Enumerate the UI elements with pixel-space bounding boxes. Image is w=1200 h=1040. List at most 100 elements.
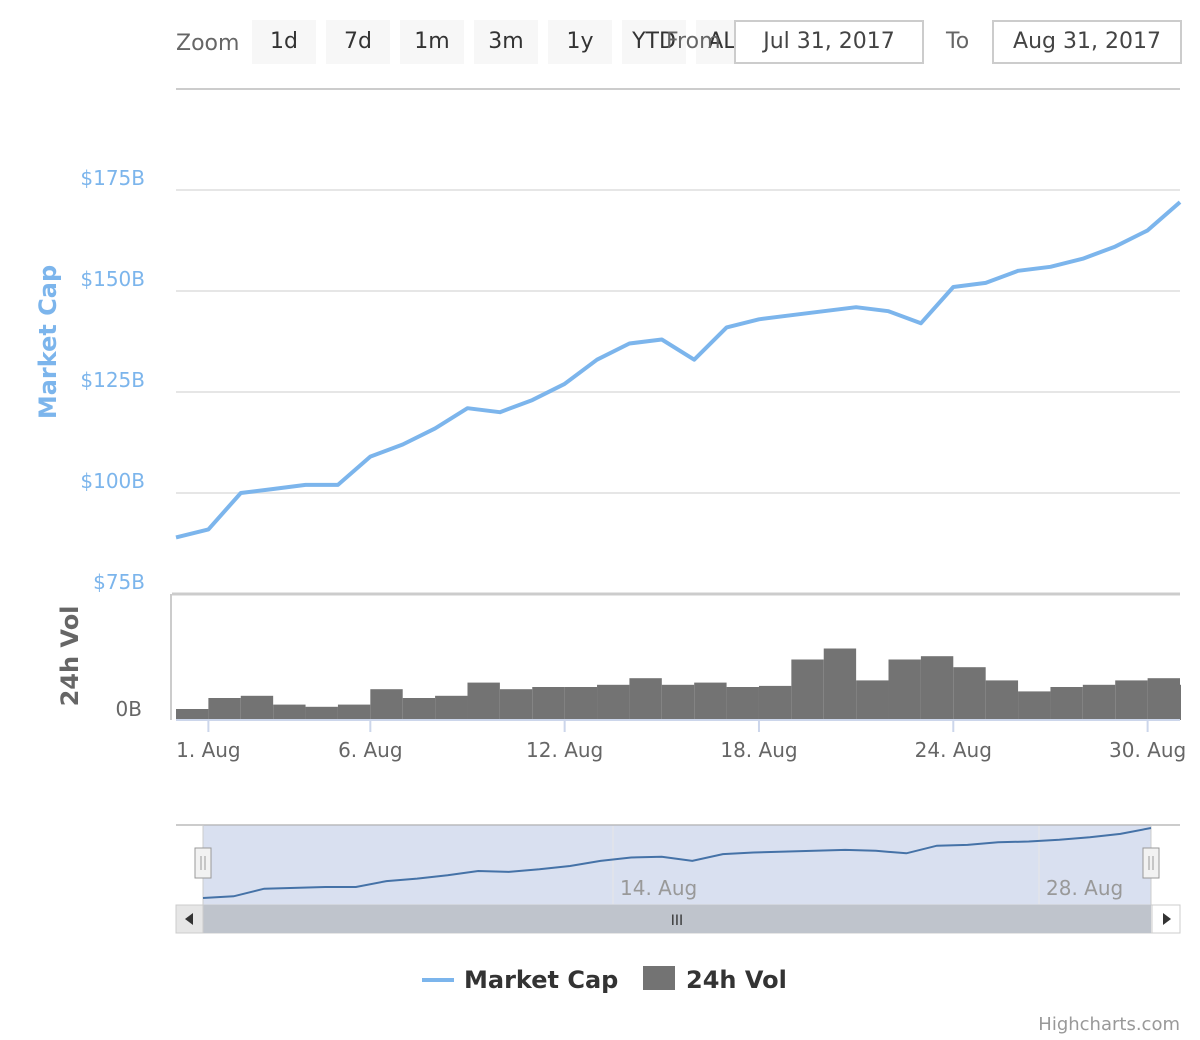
- zoom-button-bg: [474, 20, 538, 64]
- zoom-button-label: 3m: [488, 29, 523, 54]
- y-tick-label: $175B: [80, 166, 145, 190]
- volume-bar: [694, 682, 727, 720]
- zoom-button-bg: [252, 20, 316, 64]
- volume-y-tick: 0B: [116, 697, 142, 721]
- volume-bar: [920, 656, 954, 720]
- zoom-button-label: 7d: [344, 29, 372, 54]
- zoom-button-1d[interactable]: 1d: [252, 20, 316, 64]
- zoom-button-1y[interactable]: 1y: [548, 20, 612, 64]
- zoom-button-label: 1m: [414, 29, 449, 54]
- x-tick-label: 12. Aug: [526, 738, 603, 762]
- navigator-right-handle[interactable]: [1142, 847, 1160, 879]
- volume-bar: [564, 687, 598, 720]
- navigator-left-handle[interactable]: [194, 847, 212, 879]
- volume-bar: [726, 687, 759, 720]
- range-selector: Zoom 1d 7d 1m 3m 1y YTD ALL From: [176, 20, 1182, 64]
- zoom-button-7d[interactable]: 7d: [326, 20, 390, 64]
- to-date-value: Aug 31, 2017: [1013, 29, 1161, 54]
- zoom-button-label: 1y: [566, 29, 593, 54]
- x-tick-label: 1. Aug: [176, 738, 241, 762]
- to-label: To: [945, 29, 969, 54]
- y-tick-label: $100B: [80, 469, 145, 493]
- zoom-button-3m[interactable]: 3m: [474, 20, 538, 64]
- volume-bar: [208, 698, 241, 720]
- legend-item-volume[interactable]: 24h Vol: [643, 966, 787, 994]
- volume-bar: [888, 659, 921, 720]
- scrollbar-left-button[interactable]: [175, 904, 204, 934]
- credits-link[interactable]: Highcharts.com: [1038, 1014, 1180, 1035]
- navigator-handle-box: [194, 847, 212, 879]
- volume-bar: [467, 682, 500, 720]
- volume-bar: [370, 689, 403, 720]
- market-cap-gridlines: [176, 189, 1180, 494]
- volume-bar: [1050, 687, 1083, 720]
- zoom-button-1m[interactable]: 1m: [400, 20, 464, 64]
- navigator-tick-label: 28. Aug: [1046, 876, 1123, 900]
- volume-series: [176, 648, 1181, 720]
- y-tick-label: $150B: [80, 267, 145, 291]
- zoom-button-label: YTD: [631, 29, 676, 54]
- x-axis: 1. Aug 6. Aug 12. Aug 18. Aug 24. Aug 30. Aug: [176, 720, 1186, 762]
- arrow-left-icon: [185, 913, 193, 925]
- volume-bar: [273, 704, 306, 720]
- volume-bar: [1115, 680, 1148, 720]
- volume-bar: [499, 689, 533, 720]
- zoom-button-bg: [622, 20, 686, 64]
- zoom-button-ytd[interactable]: YTD: [622, 20, 686, 64]
- y-tick-label: $75B: [93, 570, 145, 594]
- market-cap-axis-title: Market Cap: [34, 265, 62, 419]
- volume-bar: [337, 704, 371, 720]
- zoom-button-bg: [548, 20, 612, 64]
- zoom-button-bg: [326, 20, 390, 64]
- zoom-button-label: 1d: [270, 29, 298, 54]
- scrollbar-right-button[interactable]: [1151, 904, 1181, 934]
- volume-bar: [629, 678, 662, 720]
- navigator-handle-box: [1142, 847, 1160, 879]
- volume-bar: [823, 648, 857, 720]
- volume-bar: [176, 709, 209, 720]
- zoom-button-bg: [400, 20, 464, 64]
- volume-bar: [435, 695, 468, 720]
- legend-bar-symbol: [643, 966, 675, 990]
- navigator-selected-range[interactable]: [202, 824, 1152, 906]
- volume-bar: [856, 680, 889, 720]
- x-tick-label: 30. Aug: [1109, 738, 1186, 762]
- from-label: From: [666, 29, 721, 54]
- market-cap-y-axis: $75B $100B $125B $150B $175B: [80, 166, 145, 594]
- y-tick-label: $125B: [80, 368, 145, 392]
- volume-bar: [791, 659, 824, 720]
- volume-bar: [532, 687, 565, 720]
- x-tick-label: 24. Aug: [915, 738, 992, 762]
- volume-bar: [1082, 684, 1116, 720]
- zoom-label: Zoom: [176, 31, 239, 56]
- volume-bar: [758, 685, 792, 720]
- volume-bar: [953, 667, 986, 720]
- legend-label: Market Cap: [464, 966, 618, 994]
- arrow-right-icon: [1163, 913, 1171, 925]
- volume-bar: [1180, 684, 1181, 720]
- scrollbar-grip: III: [671, 913, 683, 929]
- volume-axis-title: 24h Vol: [56, 606, 84, 707]
- legend-item-market-cap[interactable]: Market Cap: [422, 966, 618, 994]
- navigator-series-line: [202, 827, 1152, 899]
- volume-bar: [240, 695, 274, 720]
- market-cap-series-line: [175, 200, 1182, 540]
- x-tick-label: 18. Aug: [720, 738, 797, 762]
- volume-bar: [1018, 691, 1051, 720]
- volume-bar: [402, 698, 436, 720]
- legend: Market Cap 24h Vol: [422, 966, 787, 994]
- navigator: 14. Aug 28. Aug III: [175, 824, 1181, 934]
- x-tick-label: 6. Aug: [338, 738, 403, 762]
- to-date-box: [992, 20, 1182, 64]
- navigator-tick-label: 14. Aug: [620, 876, 697, 900]
- volume-bar: [985, 680, 1019, 720]
- scrollbar-thumb[interactable]: [203, 905, 1151, 933]
- from-date-input[interactable]: Jul 31, 2017: [734, 20, 924, 64]
- from-date-value: Jul 31, 2017: [761, 29, 895, 54]
- to-date-input[interactable]: Aug 31, 2017: [992, 20, 1182, 64]
- volume-bar: [597, 684, 630, 720]
- volume-bar: [305, 706, 338, 720]
- from-date-box: [734, 20, 924, 64]
- volume-bar: [661, 684, 695, 720]
